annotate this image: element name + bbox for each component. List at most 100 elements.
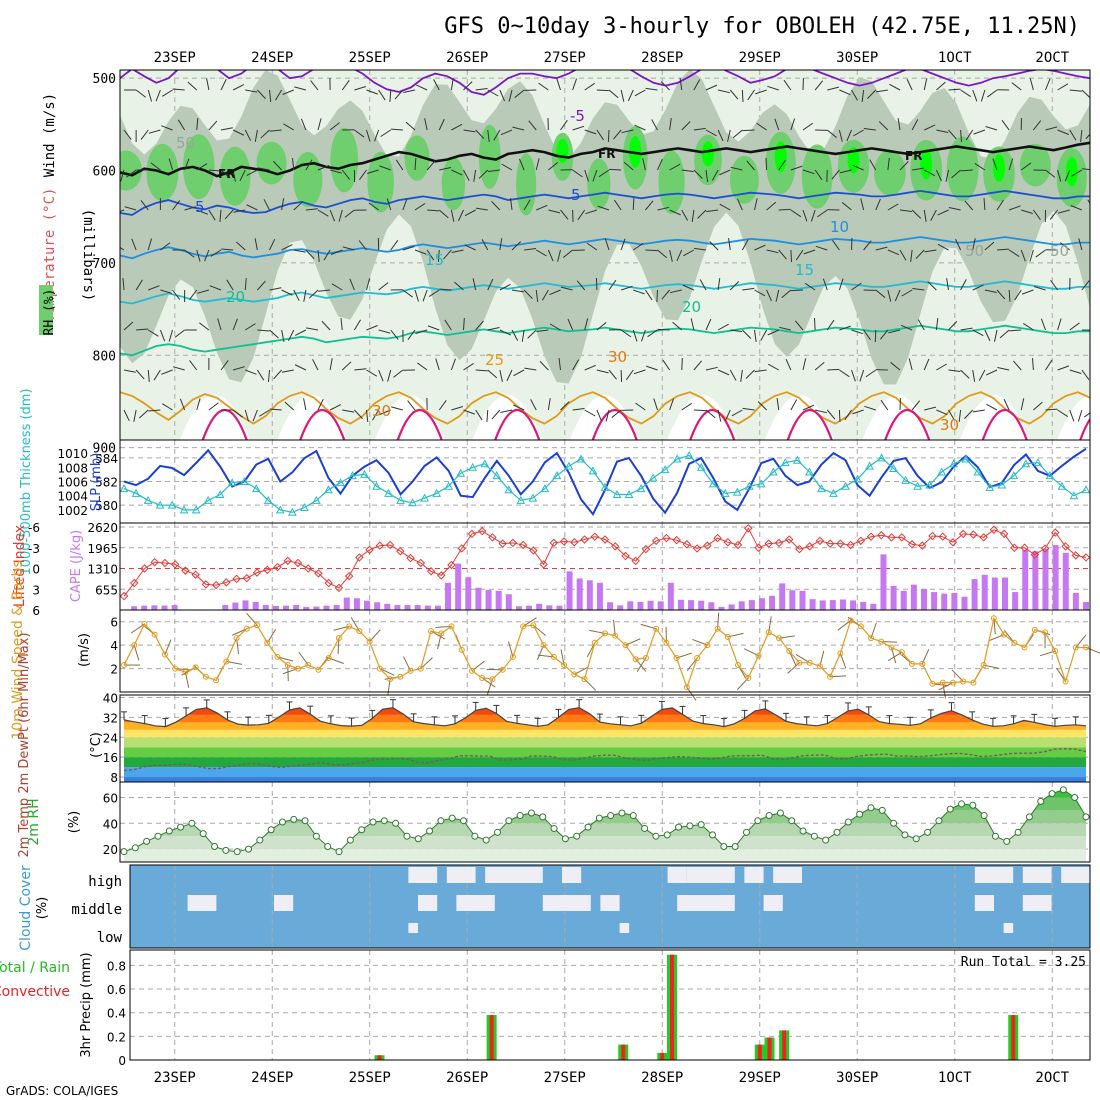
wind-barb <box>464 244 476 251</box>
cloud-clear-cell <box>187 895 217 911</box>
rh-cell-bright <box>920 148 933 180</box>
precip-bar-convective <box>377 1055 382 1060</box>
rh-point <box>346 836 354 844</box>
thickness-point <box>648 473 658 482</box>
wind-barb <box>851 369 856 382</box>
precip-bar-convective <box>621 1044 626 1060</box>
wind-barb <box>417 362 428 371</box>
wind-barb <box>635 402 646 411</box>
lifted-index-point <box>119 591 129 601</box>
lifted-index-point <box>1040 544 1050 553</box>
thickness-point <box>769 467 778 476</box>
thickness-point <box>588 466 598 475</box>
cape-bar <box>566 571 573 610</box>
cape-bar <box>586 580 593 610</box>
cape-bar <box>748 600 755 610</box>
thickness-point <box>275 505 285 514</box>
wind-barb <box>596 322 607 331</box>
wind-barb <box>783 79 792 91</box>
cloud-clear-cell <box>1061 867 1090 883</box>
rh-point <box>641 824 649 832</box>
wind-barb <box>539 361 549 371</box>
wind-barb <box>964 200 974 211</box>
wind-barb <box>1071 169 1083 177</box>
wind-barb <box>632 329 638 342</box>
wind-barb <box>951 169 961 179</box>
wind-barb <box>475 129 485 139</box>
wind-barb <box>366 409 369 422</box>
wind-barb <box>428 289 440 297</box>
wind-barb <box>1069 129 1077 141</box>
wind-barb <box>756 122 767 131</box>
cape-bar <box>769 595 776 610</box>
thickness-point <box>732 487 742 496</box>
lifted-index-point <box>918 541 927 550</box>
temp-color-band <box>124 707 1086 715</box>
wind-speed-point <box>663 639 670 646</box>
wind-barb <box>521 329 525 342</box>
wind-speed-point <box>827 673 834 680</box>
y-tick-temp: 32 <box>103 711 118 725</box>
cloud-clear-cell <box>1003 923 1014 933</box>
wind-speed-point <box>520 623 527 630</box>
cape-bar <box>961 596 968 610</box>
isotherm-35-lobe <box>689 408 736 440</box>
wind-barb <box>697 209 707 219</box>
rh-cell <box>587 158 611 210</box>
wind-barb <box>538 82 549 91</box>
wind-barb <box>518 158 525 171</box>
wind-barb <box>378 282 389 291</box>
rh-point <box>901 831 909 839</box>
wind-barb <box>711 169 719 181</box>
wind-barb <box>672 321 683 331</box>
wind-barb <box>499 238 503 251</box>
thickness-point <box>889 463 898 472</box>
wind-barb <box>867 89 877 99</box>
cape-bar <box>131 606 138 610</box>
x-tick-date-bottom: 23SEP <box>154 1070 196 1086</box>
panel-frame <box>129 949 1091 1061</box>
lifted-index-point <box>344 571 354 581</box>
cape-bar <box>981 574 988 610</box>
wind-barb <box>133 409 137 422</box>
wind-barb <box>572 408 585 411</box>
wind-barb <box>147 329 159 337</box>
y-tick-wind: 4 <box>110 639 118 653</box>
y-tick-precip: 0.2 <box>107 1030 126 1044</box>
lifted-index-point <box>324 578 333 588</box>
wind-barb <box>958 409 962 422</box>
rh-point <box>1071 793 1079 801</box>
wind-barb <box>294 86 307 91</box>
x-tick-date-bottom: 30SEP <box>836 1070 878 1086</box>
contour-label: 15 <box>425 251 444 269</box>
wind-barb <box>732 129 743 139</box>
cape-bar <box>1032 551 1039 610</box>
wind-barb <box>656 289 658 303</box>
wind-barb <box>366 325 378 331</box>
wind-barb <box>147 89 153 102</box>
rh-point <box>867 804 875 812</box>
wind-barb <box>803 249 816 255</box>
rh-point <box>516 812 524 820</box>
wind-barb <box>717 278 721 291</box>
cape-bar <box>1001 577 1008 610</box>
wind-speed-point <box>642 655 649 662</box>
series-line-thickness <box>123 454 1087 513</box>
cape-bar <box>941 593 948 610</box>
lifted-index-point <box>252 568 262 577</box>
cape-bar <box>900 590 907 610</box>
cape-bar <box>799 590 806 610</box>
wind-barb <box>300 118 307 131</box>
wind-barb <box>888 329 901 334</box>
contour-label: 5 <box>571 186 581 204</box>
precip-bar-convective <box>782 1030 787 1060</box>
wind-barb <box>1069 369 1082 374</box>
wind-speed-point <box>182 669 189 676</box>
wind-barb <box>354 129 365 138</box>
wind-barb <box>512 126 525 131</box>
wind-barb <box>778 208 791 211</box>
wind-barb <box>1069 409 1075 422</box>
wind-barb <box>690 318 695 331</box>
y-tick-cape: 1310 <box>87 563 118 577</box>
wind-speed-point <box>284 662 291 669</box>
